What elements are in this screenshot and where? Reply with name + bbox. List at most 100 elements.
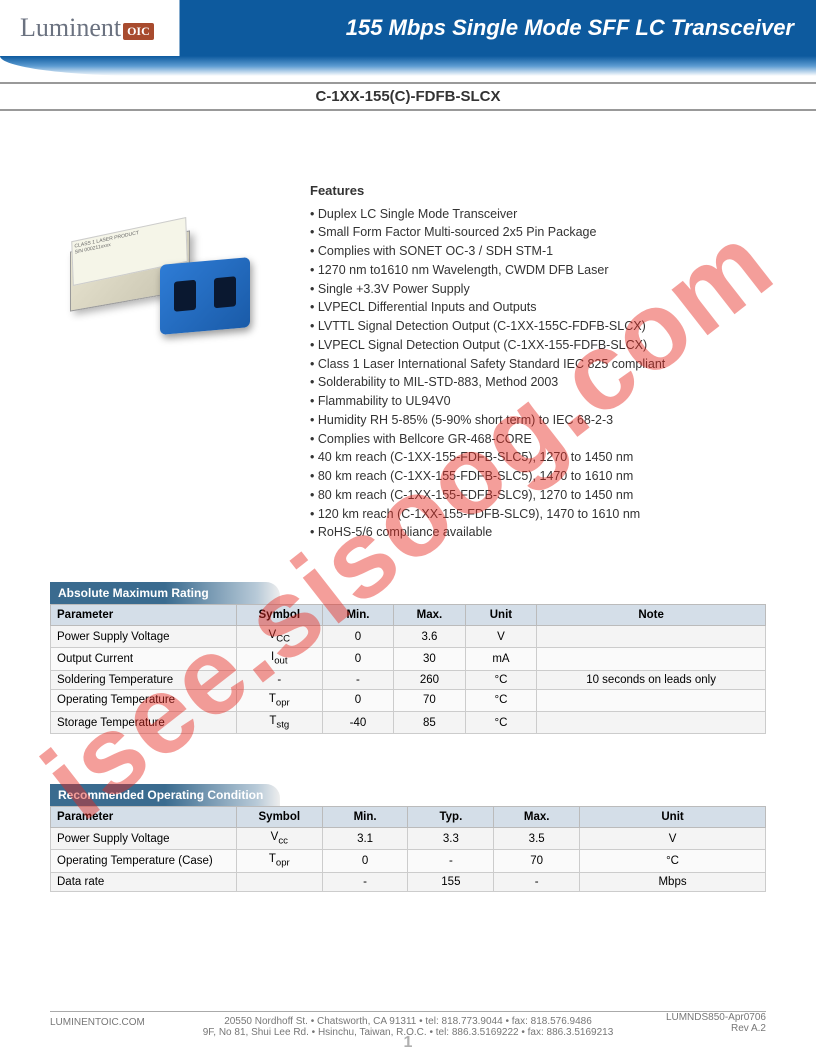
- table-cell: Output Current: [51, 648, 237, 670]
- table-cell: mA: [465, 648, 537, 670]
- table-cell: [537, 648, 766, 670]
- table-cell: [236, 872, 322, 891]
- table1: ParameterSymbolMin.Max.UnitNotePower Sup…: [50, 604, 766, 734]
- col-header: Typ.: [408, 807, 494, 828]
- table-cell: 85: [394, 711, 466, 733]
- feature-item: Humidity RH 5-85% (5-90% short term) to …: [310, 411, 796, 430]
- logo-suffix: OIC: [123, 23, 154, 40]
- table-cell: Tstg: [236, 711, 322, 733]
- table-cell: 0: [322, 626, 394, 648]
- table-absolute-max: Absolute Maximum Rating ParameterSymbolM…: [50, 582, 766, 734]
- product-image: CLASS 1 LASER PRODUCTS/N 000211xxxx: [20, 161, 300, 542]
- feature-item: RoHS-5/6 compliance available: [310, 523, 796, 542]
- table-cell: -: [322, 872, 408, 891]
- footer-docnum: LUMNDS850-Apr0706: [666, 1012, 766, 1023]
- table-cell: 0: [322, 689, 394, 711]
- col-header: Parameter: [51, 807, 237, 828]
- table-cell: Topr: [236, 850, 322, 872]
- table-cell: 0: [322, 648, 394, 670]
- table-row: Data rate-155-Mbps: [51, 872, 766, 891]
- table-cell: Operating Temperature (Case): [51, 850, 237, 872]
- table-cell: 70: [494, 850, 580, 872]
- feature-item: LVTTL Signal Detection Output (C-1XX-155…: [310, 317, 796, 336]
- feature-item: 40 km reach (C-1XX-155-FDFB-SLC5), 1270 …: [310, 448, 796, 467]
- feature-item: Solderability to MIL-STD-883, Method 200…: [310, 373, 796, 392]
- col-header: Unit: [580, 807, 766, 828]
- table-cell: VCC: [236, 626, 322, 648]
- table-cell: 155: [408, 872, 494, 891]
- feature-item: LVPECL Differential Inputs and Outputs: [310, 298, 796, 317]
- table-row: Soldering Temperature--260°C10 seconds o…: [51, 670, 766, 689]
- table-cell: Operating Temperature: [51, 689, 237, 711]
- table-cell: [537, 689, 766, 711]
- table-cell: -: [408, 850, 494, 872]
- table-row: Operating Temperature (Case)Topr0-70°C: [51, 850, 766, 872]
- table-cell: Topr: [236, 689, 322, 711]
- table-cell: Iout: [236, 648, 322, 670]
- table-cell: [537, 711, 766, 733]
- col-header: Min.: [322, 605, 394, 626]
- content-area: CLASS 1 LASER PRODUCTS/N 000211xxxx Feat…: [0, 111, 816, 552]
- feature-item: Class 1 Laser International Safety Stand…: [310, 355, 796, 374]
- feature-item: 1270 nm to1610 nm Wavelength, CWDM DFB L…: [310, 261, 796, 280]
- table-cell: -: [236, 670, 322, 689]
- footer-addr1: 20550 Nordhoff St. • Chatsworth, CA 9131…: [50, 1016, 766, 1027]
- table-cell: 3.5: [494, 828, 580, 850]
- part-number: C-1XX-155(C)-FDFB-SLCX: [0, 82, 816, 111]
- footer-right: LUMNDS850-Apr0706 Rev A.2: [666, 1012, 766, 1034]
- table-cell: Soldering Temperature: [51, 670, 237, 689]
- feature-item: Complies with SONET OC-3 / SDH STM-1: [310, 242, 796, 261]
- feature-item: 80 km reach (C-1XX-155-FDFB-SLC5), 1470 …: [310, 467, 796, 486]
- table-cell: -: [494, 872, 580, 891]
- table-cell: 3.3: [408, 828, 494, 850]
- table-cell: 3.6: [394, 626, 466, 648]
- col-header: Min.: [322, 807, 408, 828]
- table-cell: 10 seconds on leads only: [537, 670, 766, 689]
- col-header: Parameter: [51, 605, 237, 626]
- table-cell: 3.1: [322, 828, 408, 850]
- table-cell: °C: [580, 850, 766, 872]
- col-header: Max.: [394, 605, 466, 626]
- table-cell: Data rate: [51, 872, 237, 891]
- features-heading: Features: [310, 181, 796, 201]
- table-cell: Vcc: [236, 828, 322, 850]
- table1-title: Absolute Maximum Rating: [50, 582, 280, 604]
- table2-title: Recommended Operating Condition: [50, 784, 280, 806]
- page-number: 1: [0, 1034, 816, 1052]
- header-swoosh: [0, 56, 816, 76]
- table-cell: [537, 626, 766, 648]
- feature-item: Single +3.3V Power Supply: [310, 280, 796, 299]
- table-cell: °C: [465, 689, 537, 711]
- table-cell: -: [322, 670, 394, 689]
- feature-item: 80 km reach (C-1XX-155-FDFB-SLC9), 1270 …: [310, 486, 796, 505]
- col-header: Symbol: [236, 605, 322, 626]
- footer-left: LUMINENTOIC.COM: [50, 1017, 145, 1028]
- table-cell: -40: [322, 711, 394, 733]
- footer-rev: Rev A.2: [666, 1023, 766, 1034]
- col-header: Symbol: [236, 807, 322, 828]
- header-bar: Luminent OIC 155 Mbps Single Mode SFF LC…: [0, 0, 816, 56]
- col-header: Unit: [465, 605, 537, 626]
- table-cell: 0: [322, 850, 408, 872]
- feature-item: 120 km reach (C-1XX-155-FDFB-SLC9), 1470…: [310, 505, 796, 524]
- table-cell: 30: [394, 648, 466, 670]
- table-row: Power Supply VoltageVCC03.6V: [51, 626, 766, 648]
- table-row: Output CurrentIout030mA: [51, 648, 766, 670]
- table-cell: °C: [465, 670, 537, 689]
- logo: Luminent OIC: [20, 13, 154, 43]
- table-operating: Recommended Operating Condition Paramete…: [50, 784, 766, 892]
- feature-item: Complies with Bellcore GR-468-CORE: [310, 430, 796, 449]
- table-cell: V: [465, 626, 537, 648]
- table-cell: Power Supply Voltage: [51, 626, 237, 648]
- logo-text: Luminent: [20, 13, 121, 43]
- page-title: 155 Mbps Single Mode SFF LC Transceiver: [346, 15, 794, 41]
- table-cell: Power Supply Voltage: [51, 828, 237, 850]
- table-cell: 260: [394, 670, 466, 689]
- table-cell: V: [580, 828, 766, 850]
- table2: ParameterSymbolMin.Typ.Max.UnitPower Sup…: [50, 806, 766, 892]
- table-row: Power Supply VoltageVcc3.13.33.5V: [51, 828, 766, 850]
- feature-item: Flammability to UL94V0: [310, 392, 796, 411]
- col-header: Max.: [494, 807, 580, 828]
- table-cell: Storage Temperature: [51, 711, 237, 733]
- table-cell: °C: [465, 711, 537, 733]
